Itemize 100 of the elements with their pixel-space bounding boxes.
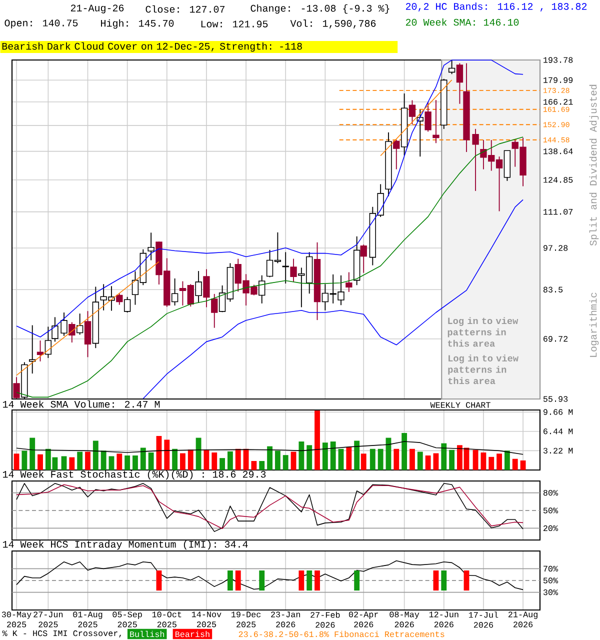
x-tick-label: 02-Apr 2026 [348,612,378,628]
text: Logarithmic [589,292,599,357]
chart-title: 14 Week HCS Intraday Momentum (IMI): 34.4 [3,540,248,550]
x-tick-label: 12-Jun 2026 [429,612,458,628]
candlestick [360,244,367,274]
bar [100,450,106,470]
bar [306,445,312,470]
bar [394,448,400,470]
bar [204,450,210,470]
y-tick-label: 50% [543,508,558,514]
x-tick-label: 30-May 2025 [2,612,32,628]
text: 21-Aug-26 [70,4,124,14]
bar [267,446,272,470]
candlestick [195,270,202,304]
candlestick [124,296,131,313]
line-series [16,441,524,455]
y-tick-label: 80% [543,490,558,496]
text: Bearish Dark Cloud Cover on 12-Dec-25, Strength: -118 [2,42,302,52]
legend-title: % K - HCS IMI Crossover, [2,630,122,638]
text: Bullish [130,630,164,638]
bar [314,410,320,470]
candlestick [68,322,76,343]
bar [274,450,280,470]
candlestick [84,310,92,358]
bar [378,448,384,470]
x-tick-label: 27-Feb 2026 [310,612,340,628]
y-tick-label: 97.28 [544,245,568,251]
bar [417,452,423,470]
bar [259,460,265,470]
bar [354,440,360,470]
text: Change: -13.08 {-9.3 %} [250,4,390,14]
bar [108,456,114,470]
bar [346,446,352,470]
bar [472,450,478,470]
bar [322,442,328,470]
candlestick [408,100,416,125]
bar [148,452,154,470]
y-tick-label: 69.72 [544,336,568,342]
bar [227,451,233,470]
bar [14,454,20,470]
y-tick-label: 179.99 [544,77,573,83]
bar [38,454,43,470]
bar [140,448,146,470]
bar [402,432,408,470]
text: High: 145.70 [101,19,174,29]
bar [360,454,366,470]
candlestick [432,100,440,144]
bar [156,436,162,470]
bar [441,443,447,470]
candlestick [52,316,58,342]
bar [251,460,257,470]
x-tick-label: 10-Oct 2025 [152,612,182,628]
bar [172,448,178,470]
bar [30,438,36,470]
bar [164,440,170,470]
y-tick-label: 124.85 [544,177,573,183]
bar [496,454,502,470]
band-label: Log in to view patterns in this area [448,317,518,347]
chart-title: 14 Week SMA Volume: 2.47 M [3,400,160,408]
line-series [16,560,524,590]
candlestick [76,313,84,336]
candlestick [116,293,123,306]
candlestick [203,268,210,308]
x-tick-label: 19-Dec 2025 [232,612,261,628]
y-tick-label: 55.93 [543,396,568,402]
bar [61,456,67,470]
x-tick-label: 23-Jan 2026 [271,612,300,628]
bar [520,460,526,470]
candlestick [424,102,432,132]
bar [370,448,376,470]
bar [488,456,494,470]
y-axis-title: Split and Dividend Adjusted [589,84,599,246]
bar [220,458,226,470]
y-tick-label: 138.64 [544,148,573,154]
text: 20 Week SMA: 146.10 [406,18,519,26]
bar [512,458,518,470]
bar [212,452,218,470]
text: 23.6-38.2-50-61.8% Fibonacci Retracements [238,630,444,638]
text: Low: 121.95 [201,20,268,28]
y-tick-label: 3.22 M [543,448,573,454]
bar [196,438,202,470]
x-tick-label: 27-Jun 2025 [34,612,63,628]
bar [77,452,83,470]
x-tick-label: 21-Aug 2026 [508,612,538,628]
y-tick-label: 111.07 [544,208,573,215]
candlestick [456,62,464,104]
y-tick-label: 166.21 [544,98,573,105]
bar [282,455,288,470]
candlestick [448,60,456,75]
y-tick-label: 20% [544,525,558,532]
y-tick-label: 70% [544,566,558,572]
bar [132,455,138,470]
candlestick [290,258,297,282]
bar [85,452,90,470]
bar [92,440,98,470]
candlestick [393,140,400,170]
bar [124,455,130,470]
bar [188,450,194,470]
y-tick-label: 83.5 [543,286,563,292]
annotation: Log in to view patterns in this area [448,354,518,384]
